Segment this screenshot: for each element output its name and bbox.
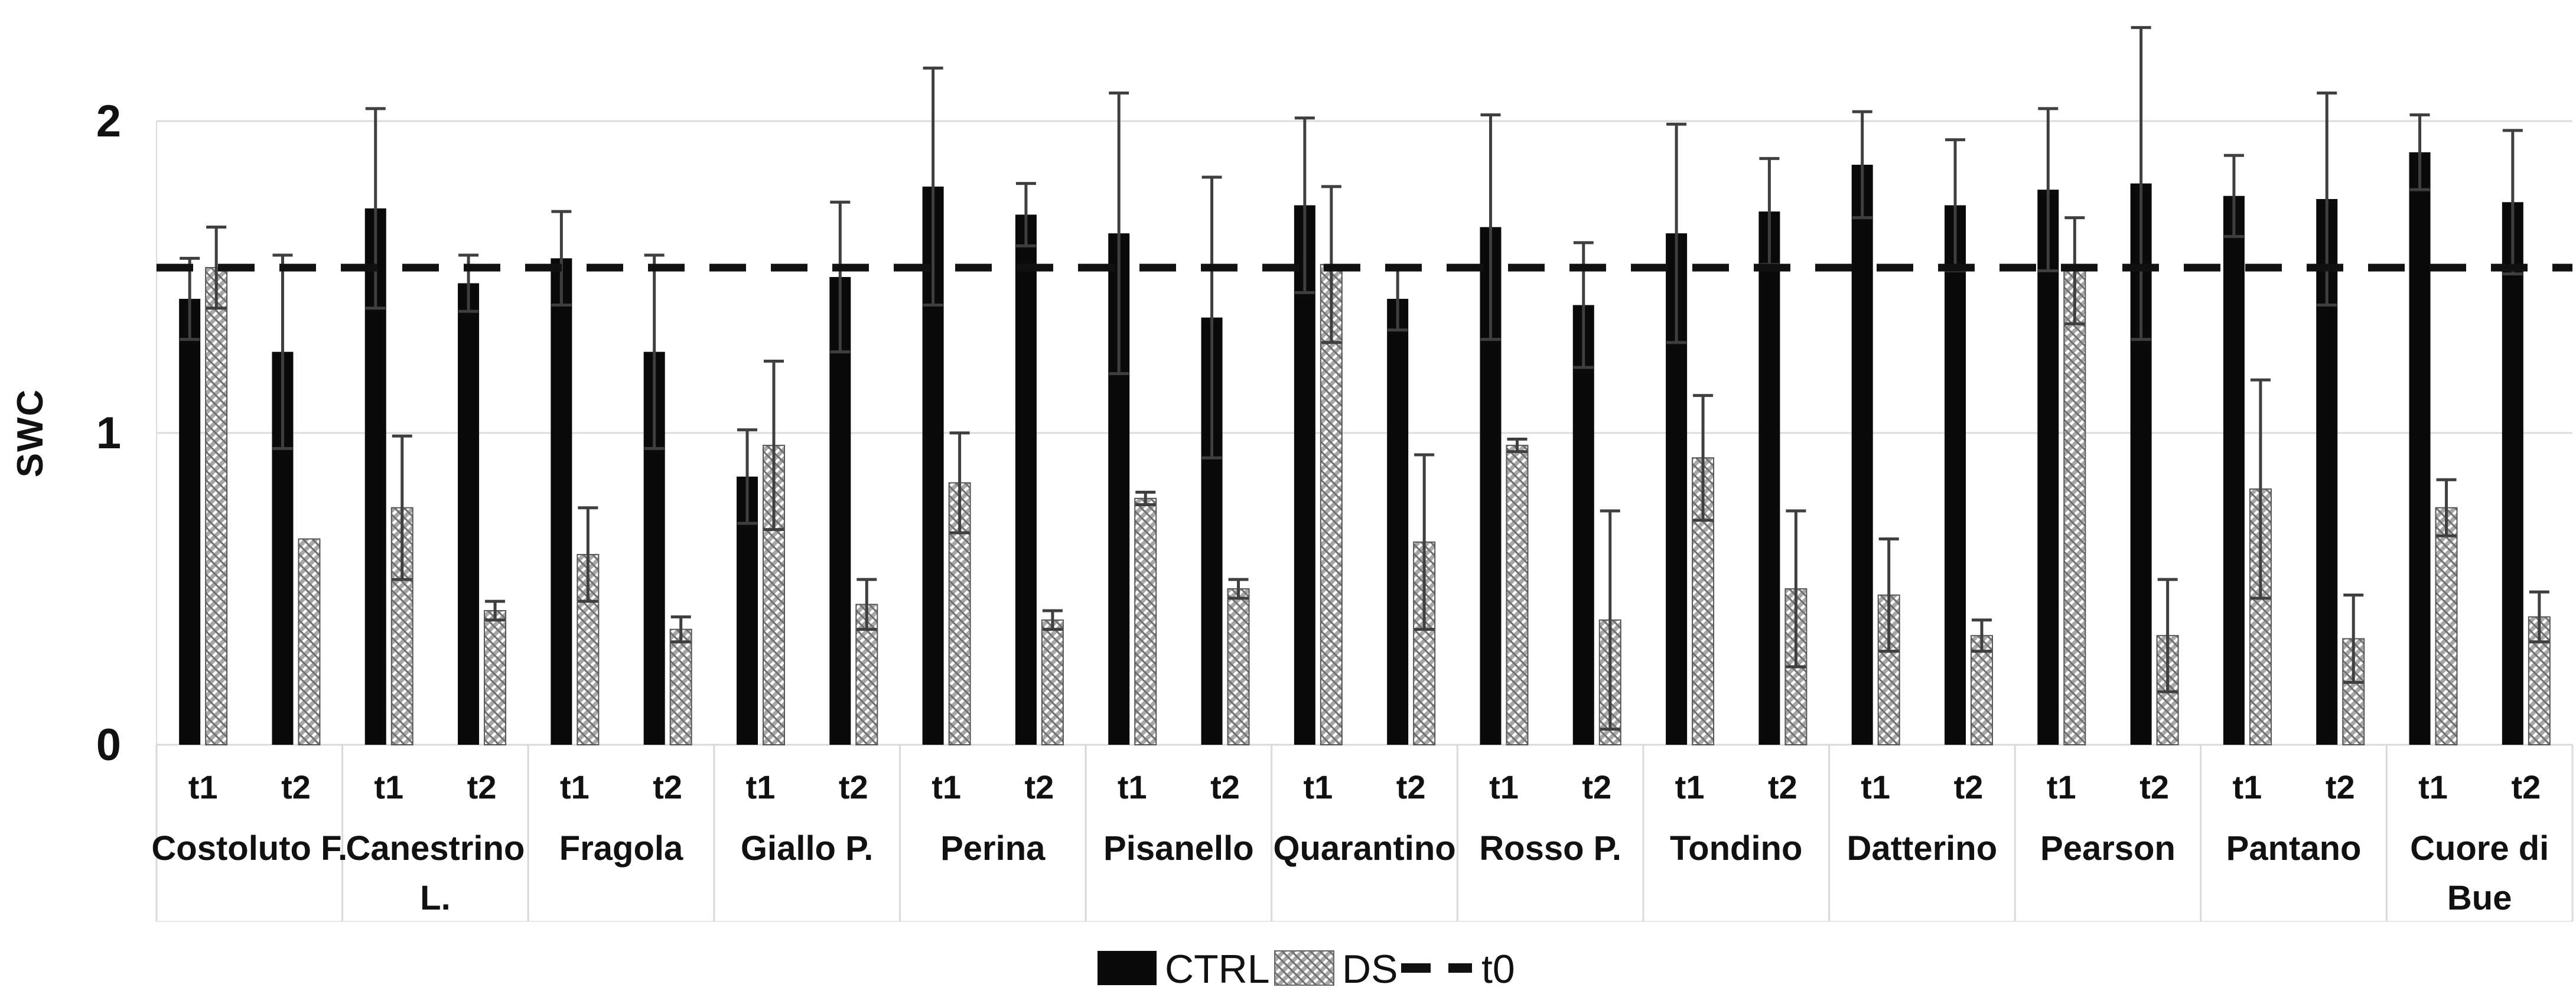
group-label: Canestrino	[346, 829, 525, 868]
y-axis-title: SWC	[10, 389, 51, 478]
sub-label-t2: t2	[2139, 768, 2169, 806]
legend-swatch-ds	[1274, 950, 1334, 986]
sub-label-t2: t2	[839, 768, 868, 806]
sub-label-t2: t2	[1768, 768, 1797, 806]
gridlines	[156, 120, 2572, 745]
group-label: Pisanello	[1103, 829, 1254, 868]
bar-ctrl-Canestrino L.-t2	[458, 283, 480, 745]
bar-ctrl-Quarantino-t2	[1387, 298, 1409, 745]
bar-ds-Pisanello-t1	[1134, 497, 1157, 745]
sub-label-t1: t1	[2233, 768, 2262, 806]
y-tick-label: 2	[96, 96, 121, 146]
legend-label-ctrl: CTRL	[1165, 947, 1270, 992]
sub-label-t1: t1	[746, 768, 776, 806]
sub-label-t1: t1	[932, 768, 961, 806]
category-labels: t1 t2 Costoluto F. t1 t2 Canestrino L. t1 t2 Frag…	[151, 768, 2549, 917]
bar-ds-Cuore di Bue-t1	[2435, 507, 2458, 745]
bar-ctrl-Quarantino-t1	[1294, 205, 1315, 745]
legend-label-ds: DS	[1342, 947, 1398, 992]
sub-label-t1: t1	[560, 768, 590, 806]
sub-label-t1: t1	[1489, 768, 1519, 806]
legend-swatch-ctrl	[1098, 951, 1157, 985]
group-label: Fragola	[559, 829, 683, 868]
bar-ds-Costoluto F.-t2	[298, 538, 321, 746]
group-label: Pearson	[2040, 829, 2176, 868]
legend: CTRL DS t0	[1098, 947, 1515, 992]
bar-ctrl-Cuore di Bue-t2	[2502, 202, 2523, 745]
bar-ctrl-Tondino-t2	[1758, 211, 1780, 745]
group-label: Perina	[940, 829, 1046, 868]
bar-ctrl-Giallo P.-t2	[829, 277, 851, 745]
legend-label-t0: t0	[1481, 947, 1515, 992]
sub-label-t2: t2	[1396, 768, 1426, 806]
error-bars	[180, 26, 2549, 731]
sub-label-t1: t1	[1861, 768, 1890, 806]
bar-ctrl-Pearson-t1	[2037, 190, 2059, 745]
bar-ctrl-Datterino-t2	[1945, 205, 1966, 745]
sub-label-t1: t1	[1675, 768, 1705, 806]
bar-ctrl-Rosso P.-t2	[1572, 305, 1594, 745]
bar-ds-Costoluto F.-t1	[205, 267, 228, 746]
group-label: Giallo P.	[741, 829, 874, 868]
group-label: L.	[420, 879, 451, 917]
sub-label-t2: t2	[2511, 768, 2541, 806]
sub-label-t1: t1	[2418, 768, 2448, 806]
bar-ctrl-Fragola-t1	[551, 258, 572, 745]
sub-label-t2: t2	[1954, 768, 1984, 806]
group-label: Datterino	[1847, 829, 1998, 868]
y-tick-label: 0	[96, 720, 121, 770]
sub-label-t2: t2	[1025, 768, 1054, 806]
sub-label-t2: t2	[467, 768, 497, 806]
bar-ds-Canestrino L.-t2	[484, 610, 507, 745]
bar-ds-Rosso P.-t1	[1506, 445, 1529, 745]
bar-ctrl-Costoluto F.-t1	[179, 298, 201, 745]
sub-label-t1: t1	[1303, 768, 1333, 806]
bar-ds-Pearson-t1	[2063, 270, 2086, 745]
group-label: Pantano	[2226, 829, 2362, 868]
group-label: Tondino	[1670, 829, 1802, 868]
sub-label-t2: t2	[2326, 768, 2355, 806]
sub-label-t2: t2	[1210, 768, 1240, 806]
sub-label-t1: t1	[374, 768, 403, 806]
y-tick-label: 1	[96, 408, 121, 458]
bar-ctrl-Cuore di Bue-t1	[2409, 152, 2431, 745]
group-label: Costoluto F.	[151, 829, 347, 868]
group-label: Cuore di	[2410, 829, 2549, 868]
sub-label-t2: t2	[281, 768, 311, 806]
sub-label-t1: t1	[2047, 768, 2076, 806]
bar-ctrl-Pantano-t1	[2223, 195, 2245, 745]
group-label: Rosso P.	[1479, 829, 1621, 868]
bar-ds-Pisanello-t2	[1227, 588, 1250, 745]
bar-ds-Perina-t2	[1041, 619, 1064, 746]
group-label: Bue	[2447, 879, 2512, 917]
bar-ds-Datterino-t2	[1971, 635, 1993, 745]
group-label: Quarantino	[1273, 829, 1455, 868]
sub-label-t2: t2	[653, 768, 682, 806]
bars	[179, 152, 2551, 746]
bar-ctrl-Datterino-t1	[1851, 164, 1873, 745]
y-axis-ticks: 0 1 2	[96, 96, 121, 770]
bar-ctrl-Perina-t2	[1015, 214, 1037, 745]
bar-ds-Fragola-t2	[669, 628, 692, 746]
sub-label-t2: t2	[1582, 768, 1611, 806]
sub-label-t1: t1	[1118, 768, 1147, 806]
bar-ds-Quarantino-t1	[1320, 263, 1343, 745]
sub-label-t1: t1	[188, 768, 218, 806]
